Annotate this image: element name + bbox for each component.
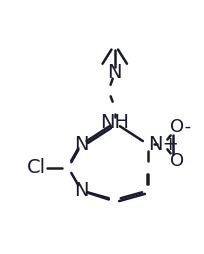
Text: N: N	[74, 181, 88, 200]
Text: N: N	[74, 135, 88, 154]
Text: O-: O-	[169, 119, 190, 136]
Text: N+: N+	[147, 135, 178, 154]
Text: Cl: Cl	[27, 158, 46, 177]
Text: O: O	[170, 152, 184, 170]
Text: N: N	[107, 63, 121, 82]
Text: NH: NH	[100, 113, 129, 132]
